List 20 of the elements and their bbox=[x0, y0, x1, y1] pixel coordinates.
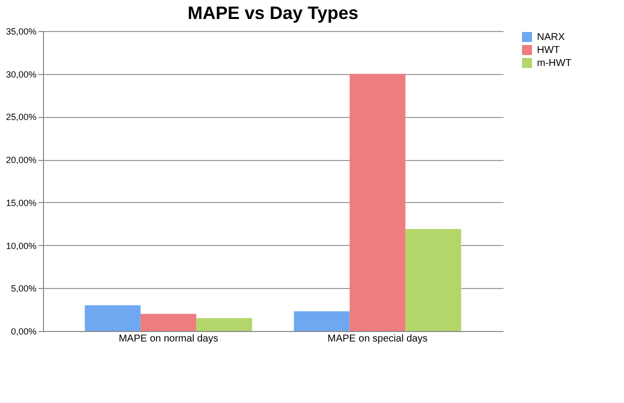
bar bbox=[294, 311, 350, 331]
legend-label: m-HWT bbox=[537, 58, 572, 69]
bar bbox=[140, 314, 196, 331]
y-tick-label: 25,00% bbox=[6, 112, 36, 122]
y-tick-label: 35,00% bbox=[6, 26, 36, 36]
bar bbox=[84, 305, 141, 331]
y-tick-label: 0,00% bbox=[10, 326, 36, 336]
chart-title: MAPE vs Day Types bbox=[188, 3, 358, 23]
x-tick-label: MAPE on normal days bbox=[118, 334, 218, 344]
legend-label: NARX bbox=[537, 32, 566, 43]
y-tick-label: 10,00% bbox=[6, 240, 36, 251]
y-tick-label: 5,00% bbox=[10, 284, 36, 294]
y-tick-label: 15,00% bbox=[6, 198, 36, 208]
bar bbox=[350, 74, 406, 331]
legend-label: HWT bbox=[537, 45, 560, 56]
y-tick-label: 30,00% bbox=[6, 69, 36, 80]
bar bbox=[196, 318, 252, 331]
bar bbox=[405, 229, 462, 331]
x-tick-label: MAPE on special days bbox=[328, 334, 428, 344]
y-tick-label: 20,00% bbox=[6, 155, 36, 166]
